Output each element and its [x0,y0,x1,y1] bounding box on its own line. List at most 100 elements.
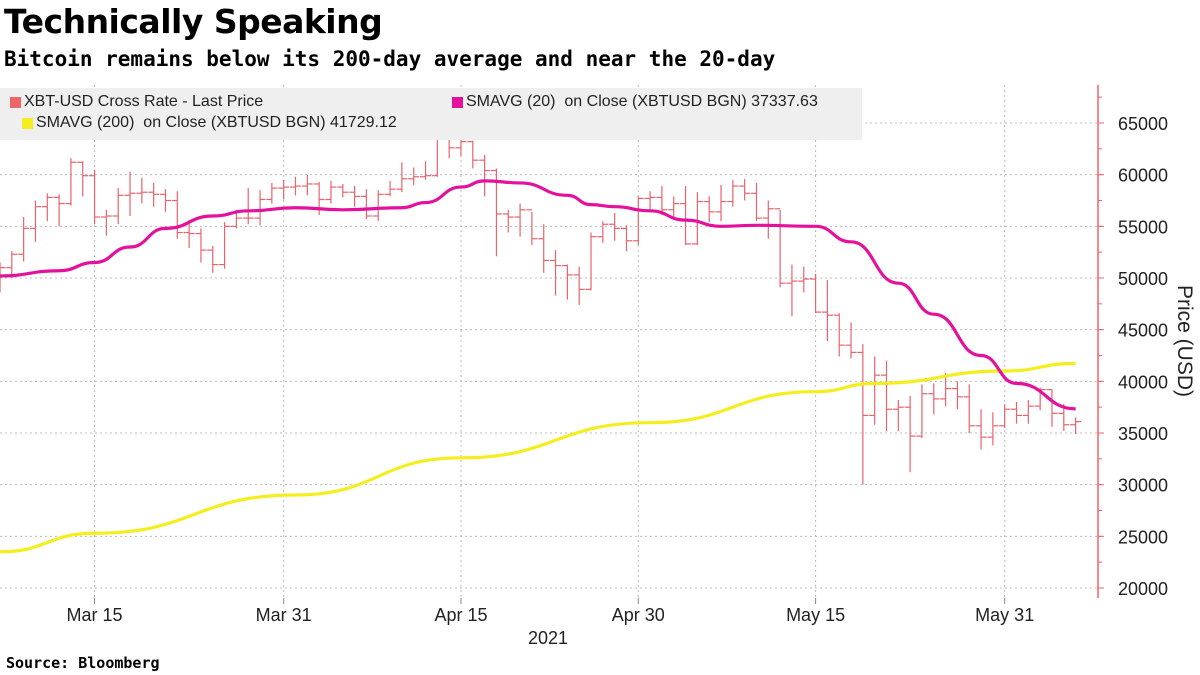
ohlc-bar [526,209,538,245]
ohlc-bar [41,193,53,222]
ohlc-bar [916,384,928,439]
ohlc-bar [1011,402,1023,424]
ohlc-bar [703,196,715,223]
ohlc-bar [573,266,585,305]
ohlc-bar [987,412,999,446]
ohlc-bar [963,384,975,433]
ohlc-bar [349,186,361,207]
ohlc-bar [29,200,41,242]
ohlc-bar [881,360,892,431]
legend-item-sma20: SMAVG (20) on Close (XBTUSD BGN) 37337.6… [452,93,818,111]
y-tick-label: 65000 [1118,114,1168,134]
y-tick-label: 35000 [1118,424,1168,444]
ohlc-bar [136,177,148,204]
ohlc-bar [668,196,680,219]
ohlc-bar [159,189,171,212]
ohlc-bar [550,250,562,296]
ohlc-bar [892,399,904,431]
ohlc-bar [739,178,751,201]
ohlc-bar [798,266,810,293]
ohlc-bar [278,179,290,200]
ohlc-bar [420,161,432,180]
chart-title: Technically Speaking [4,2,383,41]
x-axis-year-label: 2021 [528,628,568,648]
legend-swatch-sma20 [452,96,463,108]
ohlc-bar [467,140,479,169]
y-axis-label: Price (USD) [1173,285,1196,397]
x-tick-label: Mar 15 [67,605,123,625]
ohlc-bar [1070,417,1082,435]
legend-label: SMAVG (20) on Close (XBTUSD BGN) 37337.6… [466,93,818,110]
y-tick-label: 60000 [1118,166,1168,186]
ohlc-bar [597,221,609,243]
ohlc-bar [999,404,1011,428]
ohlc-bar [384,180,396,197]
ohlc-bar [301,174,313,196]
legend-item-price: XBT-USD Cross Rate - Last Price [10,93,263,111]
ohlc-bar [183,220,195,249]
ohlc-bar [325,180,337,204]
ohlc-bar [502,209,514,233]
y-tick-label: 55000 [1118,217,1168,237]
ohlc-bar [538,224,550,273]
ohlc-bar [561,264,573,300]
ohlc-bar [821,280,833,342]
ohlc-bar [680,186,692,245]
ohlc-bar [53,194,65,227]
ohlc-bar [786,264,798,317]
y-tick-label: 50000 [1118,269,1168,289]
ohlc-bar [857,344,869,485]
ohlc-bar [360,189,372,220]
ohlc-bar [290,176,301,196]
ohlc-bar [514,203,526,237]
y-tick-label: 45000 [1118,321,1168,341]
ohlc-bar [124,171,136,216]
legend-swatch-sma200 [22,117,33,129]
ohlc-bar [774,208,786,288]
ohlc-bar [65,158,77,206]
ohlc-bar [242,188,254,225]
ohlc-bar [904,395,916,473]
ohlc-bar [727,179,739,207]
ohlc-bar [112,188,124,225]
ohlc-bar [833,313,845,357]
ohlc-bar [869,356,881,425]
ohlc-bar [750,182,762,222]
source-note: Source: Bloomberg [6,654,160,672]
ohlc-bar [372,190,384,222]
ohlc-bar [195,228,207,263]
legend-label: SMAVG (200) on Close (XBTUSD BGN) 41729.… [36,114,397,131]
ohlc-bar [396,162,408,193]
ohlc-bar [254,190,266,226]
ohlc-bar [644,191,656,212]
ohlc-bar [337,183,349,198]
ohlc-bar [951,381,963,410]
x-tick-label: Apr 15 [434,605,487,625]
ohlc-bar [207,245,219,273]
ohlc-bar [1046,389,1058,427]
ohlc-bar [928,383,940,415]
ohlc-bar [691,192,703,245]
ohlc-bar [148,182,160,207]
ohlc-bar [6,251,18,278]
ohlc-bar [715,185,727,222]
x-tick-label: May 15 [786,605,845,625]
ohlc-bar [77,161,89,197]
y-tick-label: 25000 [1118,527,1168,547]
x-tick-label: Mar 31 [256,605,312,625]
ohlc-bar [100,209,112,236]
ohlc-bar [940,373,952,407]
y-tick-label: 20000 [1118,579,1168,599]
x-tick-label: Apr 30 [612,605,665,625]
ohlc-bar [479,155,491,197]
ohlc-bar [266,182,278,204]
legend-item-sma200: SMAVG (200) on Close (XBTUSD BGN) 41729.… [22,114,397,132]
legend-label: XBT-USD Cross Rate - Last Price [24,93,264,110]
ohlc-bar [609,212,621,241]
ohlc-bar [408,167,420,185]
legend-swatch-price [10,96,21,108]
ohlc-bar [845,322,857,359]
ohlc-bar [219,222,231,269]
ohlc-bar [1022,399,1034,424]
